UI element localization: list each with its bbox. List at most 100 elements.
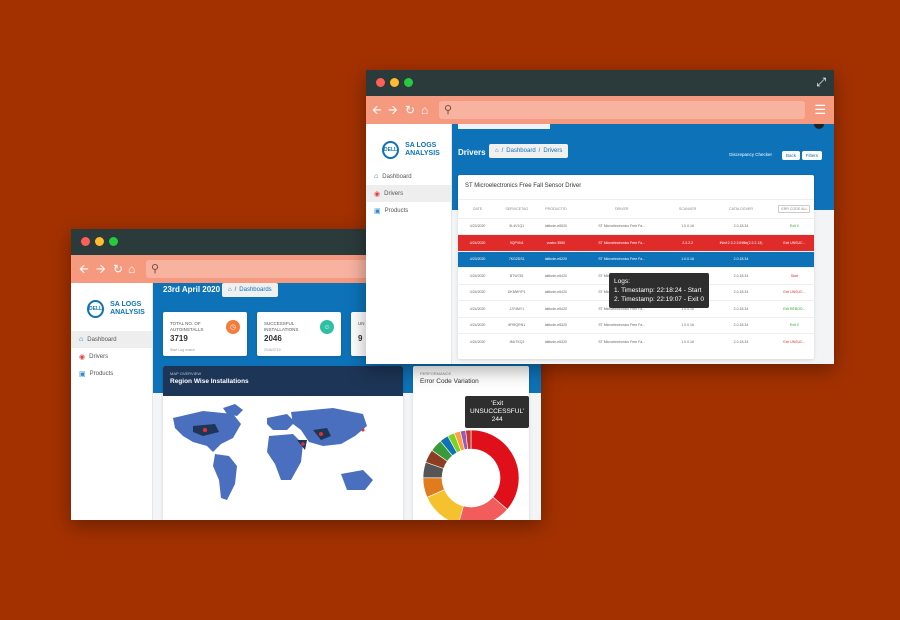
forward-arrow-icon[interactable]: 🡪 [388, 103, 398, 117]
cell-scanver: 1.0.0.16 [668, 333, 708, 350]
cell-driver: ST Microelectronics Free Fa... [575, 316, 669, 334]
table-row[interactable]: 4/24/2020 6PMQRN1 latitude-e6320 ST Microel… [458, 316, 814, 334]
greenland[interactable] [223, 404, 243, 416]
search-field[interactable] [458, 124, 550, 129]
cell-err-code [774, 250, 814, 268]
table-row[interactable]: 4/23/2020 5L4V1Q1 latitude-e6520 ST Microel… [458, 217, 814, 235]
search-icon: ⚲ [444, 104, 453, 116]
stat-label: UN [358, 321, 365, 326]
user-avatar[interactable] [814, 124, 824, 129]
cell-catalogver: 2.0.18.34 [707, 316, 775, 334]
reload-icon[interactable]: ↻ [405, 103, 416, 117]
discrepancy-checker-label[interactable]: Discrepancy Checker [729, 152, 772, 157]
sidebar-item-drivers[interactable]: ◉ Drivers [366, 185, 451, 202]
map-marker[interactable] [301, 442, 305, 446]
sidebar-item-dashboard[interactable]: ⌂ Dashboard [366, 168, 451, 185]
stat-card-success[interactable]: SUCCESSFUL INSTALLATIONS 2046 2046/3719 … [257, 312, 341, 356]
donut-slice[interactable] [470, 429, 520, 510]
fullscreen-icon[interactable]: ⤢ [816, 75, 826, 89]
error-code-donut-chart[interactable] [413, 390, 529, 520]
donut-slice[interactable] [465, 429, 472, 450]
australia[interactable] [341, 470, 373, 490]
monitor-icon: ▣ [374, 207, 381, 215]
sidebar-item-products[interactable]: ▣ Products [366, 202, 451, 219]
app-logo[interactable]: DELL SA LOGS ANALYSIS [366, 124, 451, 166]
cell-date: 4/23/2020 [458, 217, 498, 235]
column-header-driver[interactable]: Driver [614, 206, 629, 211]
asia[interactable] [291, 408, 367, 446]
cell-err-code: Exit UNSUC... [774, 234, 814, 251]
smile-icon: ☺ [320, 320, 334, 334]
stat-card-total[interactable]: TOTAL NO. OF AUTOINSTALLS 3719 Start Log… [163, 312, 247, 356]
main-content: Drivers ⌂ / Dashboard / Drivers Discrepa… [452, 124, 834, 364]
africa[interactable] [267, 434, 303, 480]
logs-tooltip: Logs: 1. Timestamp: 22:18:24 - Start 2. … [609, 273, 709, 308]
minimize-window-button[interactable] [95, 237, 104, 246]
map-marker[interactable] [361, 428, 365, 432]
cell-servicetag: 6PMQRN1 [497, 316, 537, 334]
cell-servicetag: DKMWYP1 [497, 283, 537, 301]
map-marker[interactable] [202, 427, 208, 433]
home-icon[interactable]: ⌂ [128, 262, 136, 276]
cell-catalogver: 2.0.18.34 [707, 333, 775, 350]
sidebar-item-dashboard[interactable]: ⌂ Dashboard [71, 331, 152, 348]
cell-productid: vostro 3560 [536, 234, 576, 251]
donut-slice[interactable] [458, 496, 508, 520]
column-header-err-code-all[interactable]: Err Code All [775, 200, 814, 218]
home-icon: ⌂ [374, 173, 379, 180]
address-bar[interactable]: ⚲ [439, 101, 805, 119]
breadcrumb-item[interactable]: Dashboards [239, 287, 272, 293]
back-arrow-icon[interactable]: 🡨 [79, 262, 89, 276]
column-header-scanver[interactable]: Scanver [678, 206, 697, 211]
close-window-button[interactable] [376, 78, 385, 87]
maximize-window-button[interactable] [109, 237, 118, 246]
sidebar-item-drivers[interactable]: ◉ Drivers [71, 348, 152, 365]
sidebar-item-products[interactable]: ▣ Products [71, 365, 152, 382]
close-window-button[interactable] [81, 237, 90, 246]
filters-button[interactable]: Filters [801, 151, 822, 160]
app-logo[interactable]: DELL SA LOGS ANALYSIS [71, 283, 152, 325]
table-row[interactable]: 4/24/2020 9QPVN1 vostro 3560 ST Microelectr… [458, 234, 814, 251]
home-icon[interactable]: ⌂ [495, 148, 499, 154]
hamburger-menu-icon[interactable]: ☰ [814, 102, 826, 117]
cell-catalogver: 2.0.18.34 [707, 300, 775, 317]
sidebar-item-label: Products [384, 207, 409, 214]
window-titlebar: ⤢ [366, 70, 834, 96]
map-marker[interactable] [319, 432, 323, 436]
cell-servicetag: 9QPVN1 [497, 234, 537, 251]
car-icon: ◉ [374, 190, 381, 198]
cell-err-code: Exit REBOO... [774, 300, 814, 317]
maximize-window-button[interactable] [404, 78, 413, 87]
cell-catalogver: INinf:2.3.2.2:INfile(2.2.2.13) [707, 234, 775, 251]
table-row[interactable]: 4/23/2020 7KG2DS1 latitude-e6220 ST Microel… [458, 250, 814, 268]
home-icon[interactable]: ⌂ [228, 287, 232, 293]
home-icon[interactable]: ⌂ [421, 103, 429, 117]
sidebar: DELL SA LOGS ANALYSIS ⌂ Dashboard ◉ Driv… [71, 283, 153, 520]
breadcrumb-item[interactable]: Dashboard [506, 148, 536, 154]
cell-productid: latitude-e6420 [536, 300, 576, 317]
forward-arrow-icon[interactable]: 🡪 [96, 262, 106, 276]
column-header-productid[interactable]: ProductID [545, 206, 567, 211]
card-eyebrow: PERFORMANCE [420, 371, 452, 376]
column-header-servicetag[interactable]: Servicetag [505, 206, 529, 211]
column-header-date[interactable]: Date [472, 206, 483, 211]
stat-label: TOTAL NO. OF AUTOINSTALLS [170, 321, 204, 332]
dell-logo-icon: DELL [382, 141, 400, 159]
column-header-catalogver[interactable]: Catalogver [728, 206, 753, 211]
world-map[interactable] [163, 396, 403, 520]
cell-driver: ST Microelectronics Free Fa... [575, 234, 669, 251]
donut-tooltip: 'Exit UNSUCCESSFUL' 244 [465, 396, 529, 428]
cell-date: 4/24/2020 [458, 333, 498, 350]
stat-value: 2046 [264, 334, 282, 343]
table-row[interactable]: 4/24/2020 JMLTKQ1 latitude-e6320 ST Microel… [458, 333, 814, 350]
back-button[interactable]: Back [781, 151, 800, 160]
card-title: Error Code Variation [420, 378, 479, 385]
reload-icon[interactable]: ↻ [113, 262, 124, 276]
cell-productid: latitude-e6420 [536, 267, 576, 284]
minimize-window-button[interactable] [390, 78, 399, 87]
south-america[interactable] [213, 454, 237, 500]
back-arrow-icon[interactable]: 🡨 [372, 103, 382, 117]
europe[interactable] [267, 414, 295, 430]
breadcrumb-item[interactable]: Drivers [543, 148, 563, 154]
